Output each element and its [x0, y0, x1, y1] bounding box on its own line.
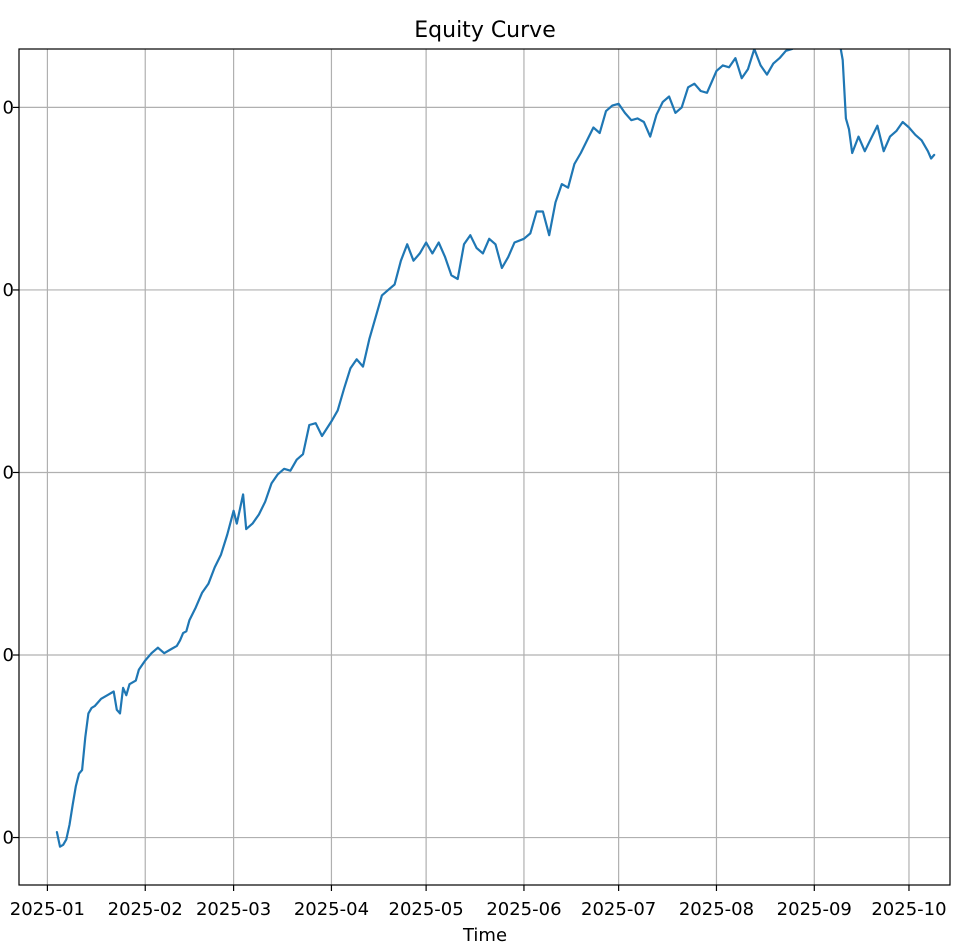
x-tick-label: 2025-10 — [871, 899, 946, 920]
plot-frame — [18, 48, 951, 886]
y-tick-label: 0 — [3, 462, 14, 483]
y-tick-label: 0 — [3, 645, 14, 666]
series-layer — [55, 49, 936, 848]
x-tick-label: 2025-03 — [196, 899, 271, 920]
x-axis-ticks: 2025-01 2025-02 2025-03 2025-04 2025-05 2025-… — [10, 885, 947, 920]
x-tick-label: 2025-09 — [777, 899, 852, 920]
x-tick-label: 2025-01 — [10, 899, 85, 920]
x-gridlines — [46, 49, 910, 885]
y-tick-label: 0 — [3, 280, 14, 301]
x-axis-label: Time — [462, 925, 507, 943]
x-tick-label: 2025-06 — [486, 899, 561, 920]
y-axis-ticks: 0 0 0 0 0 — [3, 97, 19, 849]
x-tick-label: 2025-07 — [581, 899, 656, 920]
x-tick-label: 2025-04 — [294, 899, 369, 920]
x-tick-label: 2025-05 — [389, 899, 464, 920]
chart-title: Equity Curve — [414, 18, 555, 43]
y-tick-label: 0 — [3, 828, 14, 849]
x-tick-label: 2025-02 — [108, 899, 183, 920]
x-tick-label: 2025-08 — [679, 899, 754, 920]
y-gridlines — [19, 106, 950, 839]
series-line-equity — [55, 49, 936, 848]
y-tick-label: 0 — [3, 97, 14, 118]
